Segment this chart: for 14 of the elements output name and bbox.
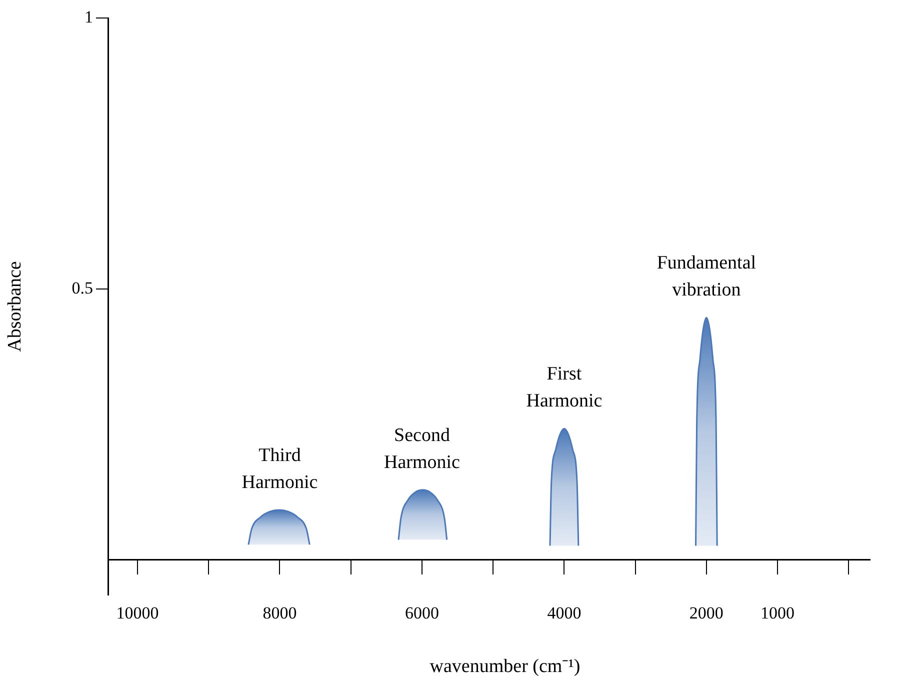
annotation: First Harmonic <box>526 364 602 412</box>
annotation: Third Harmonic <box>242 444 318 493</box>
x-tick-label: 2000 <box>689 603 724 622</box>
x-tick-label: 1000 <box>760 603 795 622</box>
annotation: Second Harmonic <box>384 424 460 473</box>
x-tick-label: 8000 <box>262 603 297 622</box>
annotation: Fundamental vibration <box>656 252 756 301</box>
x-tick-label: 6000 <box>404 603 439 622</box>
x-axis-title: wavenumber (cm⁻¹) <box>430 656 580 677</box>
y-axis-title: Absorbance <box>4 261 26 352</box>
x-tick-label: 4000 <box>547 603 582 622</box>
y-tick-label: 1 <box>84 7 93 26</box>
y-tick-label: 0.5 <box>72 278 93 298</box>
x-tick-label: 10000 <box>116 603 159 622</box>
